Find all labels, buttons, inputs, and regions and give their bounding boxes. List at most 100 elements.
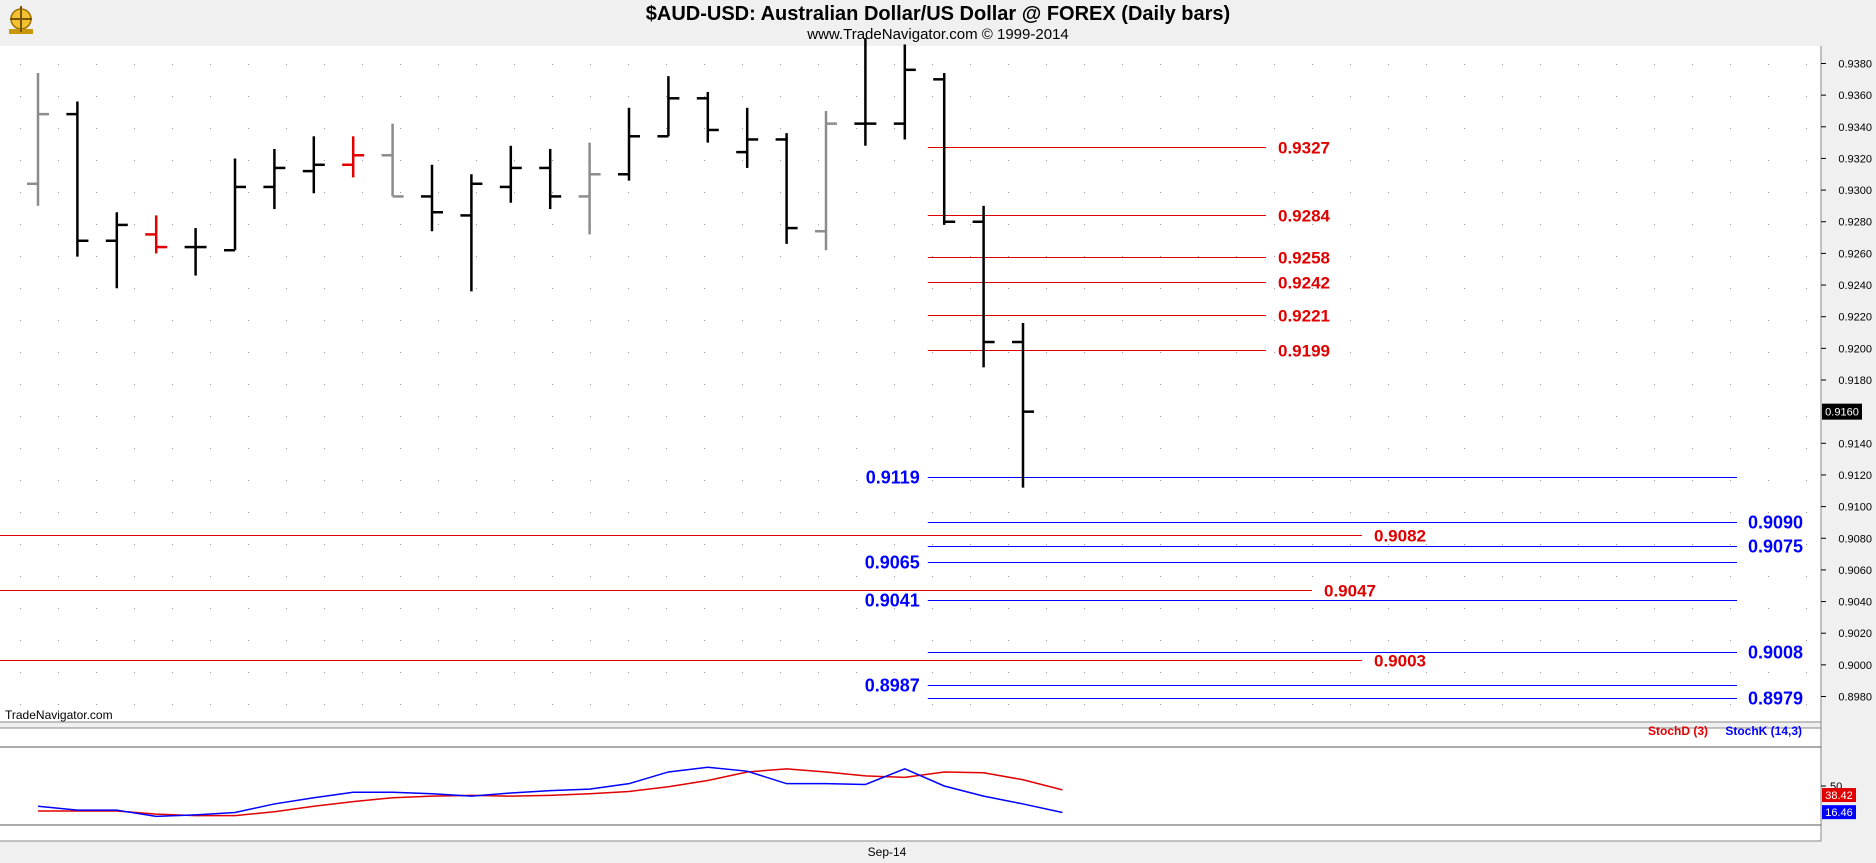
grid-dot bbox=[96, 640, 97, 641]
grid-dot bbox=[704, 384, 705, 385]
grid-dot bbox=[704, 448, 705, 449]
grid-dot bbox=[780, 128, 781, 129]
grid-dot bbox=[438, 160, 439, 161]
grid-dot bbox=[818, 544, 819, 545]
grid-dot bbox=[1502, 128, 1503, 129]
grid-dot bbox=[1768, 64, 1769, 65]
grid-dot bbox=[1806, 160, 1807, 161]
grid-dot bbox=[1654, 416, 1655, 417]
grid-dot bbox=[438, 608, 439, 609]
grid-dot bbox=[438, 192, 439, 193]
grid-dot bbox=[628, 512, 629, 513]
grid-dot bbox=[970, 288, 971, 289]
grid-dot bbox=[1616, 256, 1617, 257]
grid-dot bbox=[514, 416, 515, 417]
grid-dot bbox=[818, 416, 819, 417]
grid-dot bbox=[1236, 384, 1237, 385]
grid-dot bbox=[1084, 320, 1085, 321]
grid-dot bbox=[438, 448, 439, 449]
grid-dot bbox=[1388, 224, 1389, 225]
grid-dot bbox=[1046, 320, 1047, 321]
grid-dot bbox=[96, 160, 97, 161]
grid-dot bbox=[248, 352, 249, 353]
grid-dot bbox=[704, 576, 705, 577]
grid-dot bbox=[704, 96, 705, 97]
grid-dot bbox=[1160, 320, 1161, 321]
grid-dot bbox=[818, 640, 819, 641]
grid-dot bbox=[1350, 160, 1351, 161]
grid-dot bbox=[362, 384, 363, 385]
grid-dot bbox=[476, 224, 477, 225]
grid-dot bbox=[1236, 544, 1237, 545]
grid-dot bbox=[1084, 544, 1085, 545]
grid-dot bbox=[1350, 352, 1351, 353]
grid-dot bbox=[1654, 480, 1655, 481]
grid-dot bbox=[134, 96, 135, 97]
grid-dot bbox=[1122, 480, 1123, 481]
grid-dot bbox=[20, 640, 21, 641]
grid-dot bbox=[1350, 576, 1351, 577]
grid-dot bbox=[1616, 672, 1617, 673]
grid-dot bbox=[1426, 416, 1427, 417]
grid-dot bbox=[20, 320, 21, 321]
grid-dot bbox=[1616, 608, 1617, 609]
grid-dot bbox=[1578, 704, 1579, 705]
grid-dot bbox=[780, 352, 781, 353]
grid-dot bbox=[932, 640, 933, 641]
grid-dot bbox=[1350, 224, 1351, 225]
grid-dot bbox=[856, 704, 857, 705]
grid-dot bbox=[1502, 640, 1503, 641]
grid-dot bbox=[856, 352, 857, 353]
grid-dot bbox=[590, 544, 591, 545]
grid-dot bbox=[856, 480, 857, 481]
grid-dot bbox=[1350, 448, 1351, 449]
grid-dot bbox=[1236, 256, 1237, 257]
grid-dot bbox=[1388, 64, 1389, 65]
grid-dot bbox=[438, 128, 439, 129]
grid-dot bbox=[172, 160, 173, 161]
grid-dot bbox=[476, 512, 477, 513]
grid-dot bbox=[1388, 384, 1389, 385]
grid-dot bbox=[1692, 64, 1693, 65]
grid-dot bbox=[552, 544, 553, 545]
grid-dot bbox=[590, 672, 591, 673]
grid-dot bbox=[780, 384, 781, 385]
grid-dot bbox=[552, 416, 553, 417]
grid-dot bbox=[248, 448, 249, 449]
grid-dot bbox=[1160, 384, 1161, 385]
grid-dot bbox=[1198, 640, 1199, 641]
grid-dot bbox=[856, 160, 857, 161]
grid-dot bbox=[400, 384, 401, 385]
grid-dot bbox=[400, 320, 401, 321]
grid-dot bbox=[210, 672, 211, 673]
grid-dot bbox=[1046, 192, 1047, 193]
level-label: 0.9119 bbox=[866, 468, 920, 488]
grid-dot bbox=[628, 288, 629, 289]
grid-dot bbox=[552, 288, 553, 289]
grid-dot bbox=[1274, 64, 1275, 65]
grid-dot bbox=[1122, 704, 1123, 705]
grid-dot bbox=[1692, 160, 1693, 161]
y-tick-label: 0.9240 bbox=[1838, 280, 1872, 292]
grid-dot bbox=[704, 480, 705, 481]
grid-dot bbox=[286, 160, 287, 161]
grid-dot bbox=[1806, 128, 1807, 129]
stochk-value-label: 16.46 bbox=[1825, 807, 1853, 819]
grid-dot bbox=[1616, 416, 1617, 417]
grid-dot bbox=[1426, 512, 1427, 513]
grid-dot bbox=[970, 192, 971, 193]
grid-dot bbox=[552, 192, 553, 193]
grid-dot bbox=[590, 480, 591, 481]
grid-dot bbox=[58, 640, 59, 641]
grid-dot bbox=[1236, 704, 1237, 705]
grid-dot bbox=[780, 288, 781, 289]
grid-dot bbox=[362, 512, 363, 513]
grid-dot bbox=[1122, 640, 1123, 641]
grid-dot bbox=[400, 448, 401, 449]
grid-dot bbox=[856, 672, 857, 673]
grid-dot bbox=[96, 608, 97, 609]
grid-dot bbox=[1730, 224, 1731, 225]
grid-dot bbox=[932, 672, 933, 673]
grid-dot bbox=[1008, 448, 1009, 449]
grid-dot bbox=[552, 672, 553, 673]
